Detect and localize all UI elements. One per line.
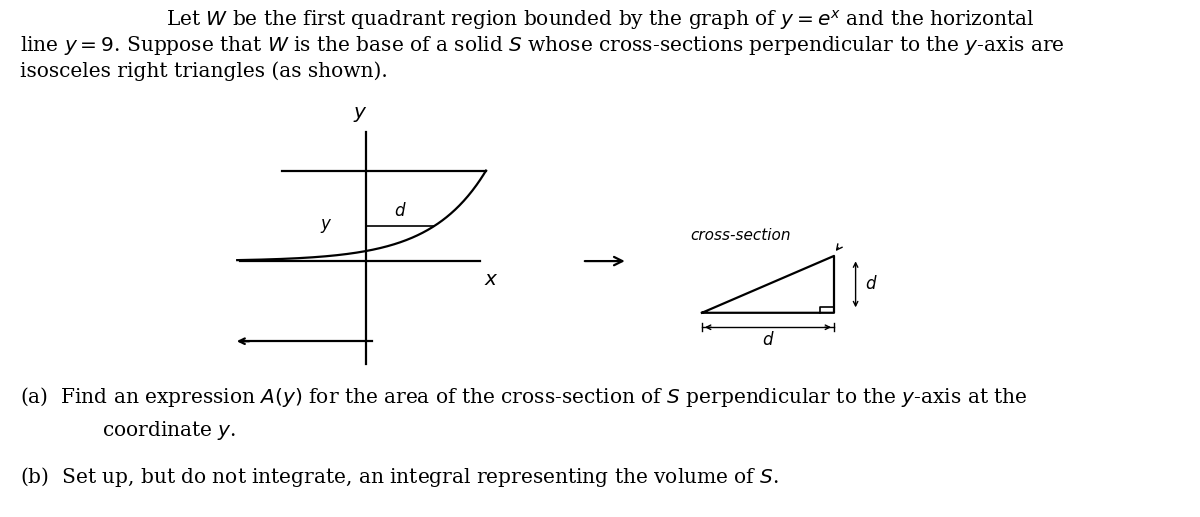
Text: coordinate $y$.: coordinate $y$. bbox=[102, 419, 236, 442]
Text: $y$: $y$ bbox=[353, 105, 367, 124]
Text: $x$: $x$ bbox=[484, 270, 498, 290]
Text: isosceles right triangles (as shown).: isosceles right triangles (as shown). bbox=[20, 61, 388, 81]
Text: $d$: $d$ bbox=[394, 202, 407, 220]
Text: $d$: $d$ bbox=[762, 331, 774, 349]
Text: (b)  Set up, but do not integrate, an integral representing the volume of $S$.: (b) Set up, but do not integrate, an int… bbox=[20, 465, 780, 489]
Text: line $y = 9$. Suppose that $W$ is the base of a solid $S$ whose cross-sections p: line $y = 9$. Suppose that $W$ is the ba… bbox=[20, 34, 1066, 56]
Text: (a)  Find an expression $A(y)$ for the area of the cross-section of $S$ perpendi: (a) Find an expression $A(y)$ for the ar… bbox=[20, 385, 1028, 409]
Text: cross-section: cross-section bbox=[690, 228, 791, 243]
Text: $y$: $y$ bbox=[320, 217, 332, 235]
Text: $d$: $d$ bbox=[865, 276, 878, 293]
Text: Let $W$ be the first quadrant region bounded by the graph of $y = e^x$ and the h: Let $W$ be the first quadrant region bou… bbox=[166, 8, 1034, 32]
